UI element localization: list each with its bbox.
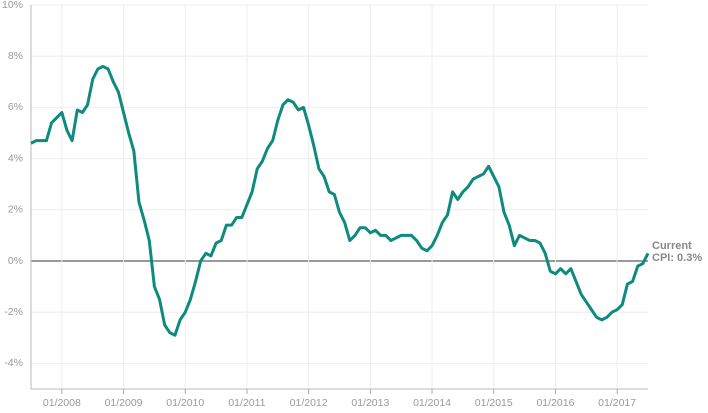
y-tick-label: 2% (8, 204, 23, 216)
cpi-line (30, 64, 650, 337)
annotation: CPI: 0.3% (652, 252, 702, 264)
x-tick-label: 01/2016 (536, 397, 574, 408)
y-tick-label: -4% (4, 357, 23, 369)
y-tick-label: -2% (4, 306, 23, 318)
x-tick-label: 01/2008 (43, 397, 81, 408)
x-tick-label: 01/2015 (475, 397, 513, 408)
x-tick-label: 01/2010 (166, 397, 204, 408)
y-tick-label: 8% (8, 50, 23, 62)
x-tick-label: 01/2011 (228, 397, 265, 408)
x-tick-label: 01/2009 (105, 397, 143, 408)
y-tick-label: 10% (2, 0, 23, 11)
x-tick-label: 01/2013 (351, 397, 389, 408)
x-tick-label: 01/2012 (290, 397, 328, 408)
y-tick-label: 0% (8, 255, 23, 267)
x-tick-label: 01/2014 (413, 397, 451, 408)
annotation: Current (652, 240, 692, 252)
y-tick-label: 6% (8, 101, 23, 113)
x-tick-label: 01/2017 (598, 397, 636, 408)
y-tick-label: 4% (8, 152, 23, 164)
